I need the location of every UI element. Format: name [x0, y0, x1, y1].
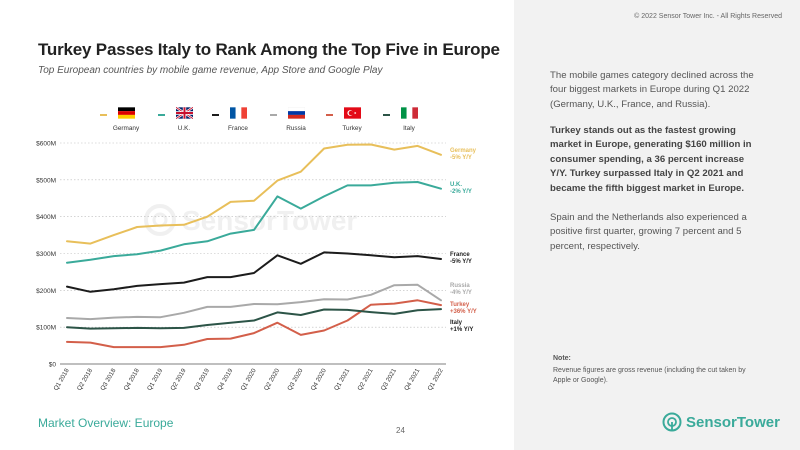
legend-swatch [383, 114, 390, 116]
end-label-growth: -5% Y/Y [450, 259, 472, 265]
series-line-uk [66, 181, 442, 264]
series-line-turkey [66, 299, 442, 349]
x-tick-label: Q3 2019 [193, 367, 211, 392]
page-subtitle: Top European countries by mobile game re… [38, 65, 383, 76]
series-line-france [66, 251, 442, 293]
watermark-text: SensorTower [182, 205, 357, 236]
x-tick-label: Q4 2020 [310, 367, 328, 392]
legend-label: France [228, 125, 248, 132]
insight-paragraph-3: Spain and the Netherlands also experienc… [550, 212, 747, 252]
x-tick-label: Q1 2018 [53, 367, 71, 392]
germany-flag-icon [118, 107, 135, 119]
legend-swatch [212, 114, 219, 116]
end-label-name: France [450, 252, 470, 258]
legend-label: Germany [112, 125, 140, 132]
x-tick-label: Q4 2021 [403, 367, 421, 392]
x-tick-label: Q4 2018 [123, 367, 141, 392]
end-label-growth: -5% Y/Y [450, 155, 472, 161]
uk-flag-icon [176, 107, 193, 119]
end-label-name: Russia [450, 283, 470, 289]
note-text: Revenue figures are gross revenue (inclu… [553, 367, 746, 384]
revenue-line-chart: SensorTower $0 $100M $200M $300M $400M $500M $… [36, 141, 477, 392]
legend-swatch [100, 114, 107, 116]
legend-swatch [270, 114, 277, 116]
end-label-growth: -2% Y/Y [450, 189, 472, 195]
insight-paragraph-1: The mobile games category declined acros… [550, 70, 754, 110]
x-tick-label: Q4 2019 [216, 367, 234, 392]
sensor-tower-logo: SensorTower [662, 412, 780, 432]
x-tick-label: Q1 2022 [427, 367, 445, 392]
legend-swatch [158, 114, 165, 116]
end-label-name: U.K. [450, 182, 462, 188]
insight-paragraph-2: Turkey stands out as the fastest growing… [550, 125, 752, 194]
y-tick-label: $300M [36, 251, 56, 258]
end-label-name: Turkey [450, 302, 470, 308]
side-panel [514, 0, 800, 450]
legend-swatch [326, 114, 333, 116]
end-label-growth: +36% Y/Y [450, 309, 477, 315]
legend-label: Turkey [342, 125, 362, 132]
series-line-russia [66, 283, 442, 321]
x-tick-label: Q2 2018 [76, 367, 94, 392]
france-flag-icon [230, 107, 247, 119]
end-label-name: Germany [450, 148, 477, 154]
legend-label: Russia [286, 125, 306, 132]
logo-text: SensorTower [686, 413, 780, 431]
end-label-growth: -4% Y/Y [450, 290, 472, 296]
y-tick-label: $100M [36, 325, 56, 332]
italy-flag-icon [401, 107, 418, 119]
turkey-flag-icon [344, 107, 361, 119]
legend-label: U.K. [177, 125, 191, 132]
page-title: Turkey Passes Italy to Rank Among the To… [38, 40, 500, 59]
end-label-growth: +1% Y/Y [450, 327, 473, 333]
x-tick-label: Q1 2020 [240, 367, 258, 392]
x-tick-label: Q2 2020 [263, 367, 281, 392]
x-tick-label: Q3 2021 [380, 367, 398, 392]
y-tick-label: $600M [36, 141, 56, 148]
copyright: © 2022 Sensor Tower Inc. - All Rights Re… [634, 13, 782, 20]
x-tick-label: Q2 2021 [356, 367, 374, 392]
x-tick-label: Q3 2018 [99, 367, 117, 392]
sensor-tower-logo-icon [662, 412, 682, 432]
y-tick-label: $500M [36, 177, 56, 184]
series-line-italy [66, 308, 442, 330]
y-tick-label: $200M [36, 288, 56, 295]
x-tick-label: Q2 2019 [169, 367, 187, 392]
section-label: Market Overview: Europe [38, 416, 174, 430]
y-tick-label: $0 [49, 362, 57, 369]
legend-label: Italy [403, 125, 415, 132]
x-tick-label: Q1 2019 [146, 367, 164, 392]
y-tick-label: $400M [36, 214, 56, 221]
note-title: Note: [553, 355, 571, 362]
page-number: 24 [396, 426, 405, 435]
series-line-germany [66, 143, 442, 245]
russia-flag-icon [288, 107, 305, 119]
watermark: SensorTower [144, 204, 357, 236]
end-label-name: Italy [450, 320, 463, 326]
x-tick-label: Q3 2020 [286, 367, 304, 392]
chart-legend: Germany U.K. France Russia [96, 105, 476, 137]
x-tick-label: Q1 2021 [333, 367, 351, 392]
